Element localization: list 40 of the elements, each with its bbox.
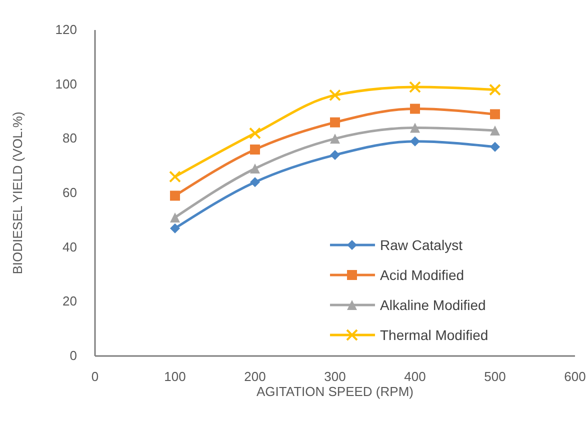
y-tick-label: 60 xyxy=(62,185,77,200)
point xyxy=(250,164,260,174)
point xyxy=(489,84,501,96)
point xyxy=(170,212,180,222)
x-tick-label: 400 xyxy=(404,369,426,384)
x-tick-label: 200 xyxy=(244,369,266,384)
point xyxy=(249,127,261,140)
legend-label: Acid Modified xyxy=(380,267,464,283)
legend-label: Alkaline Modified xyxy=(380,297,486,313)
y-axis-title: BIODIESEL YIELD (VOL.%) xyxy=(10,112,25,274)
point xyxy=(250,177,260,188)
y-tick-label: 0 xyxy=(70,348,77,363)
legend-label: Raw Catalyst xyxy=(380,237,463,253)
point xyxy=(490,142,500,152)
x-tick-label: 300 xyxy=(324,369,346,384)
x-tick-label: 600 xyxy=(564,369,586,384)
point xyxy=(409,81,421,94)
point xyxy=(250,144,260,155)
x-axis-title: AGITATION SPEED (RPM) xyxy=(256,384,414,399)
y-tick-label: 100 xyxy=(55,76,77,92)
point xyxy=(490,109,500,120)
point xyxy=(410,136,420,146)
y-tick-label: 80 xyxy=(62,130,77,146)
y-tick-label: 40 xyxy=(62,239,77,254)
legend-label: Thermal Modified xyxy=(380,327,488,343)
y-tick-label: 20 xyxy=(62,294,77,309)
point xyxy=(170,223,180,234)
point xyxy=(329,89,341,102)
x-tick-label: 500 xyxy=(484,369,506,384)
y-tick-label: 120 xyxy=(55,22,77,37)
point xyxy=(330,134,340,144)
point xyxy=(169,170,181,183)
point xyxy=(330,150,340,160)
point xyxy=(410,104,420,114)
point xyxy=(410,122,420,133)
x-tick-label: 100 xyxy=(164,369,186,384)
x-tick-label: 0 xyxy=(91,369,99,384)
point xyxy=(490,126,500,136)
point xyxy=(170,190,180,201)
point xyxy=(330,117,340,128)
